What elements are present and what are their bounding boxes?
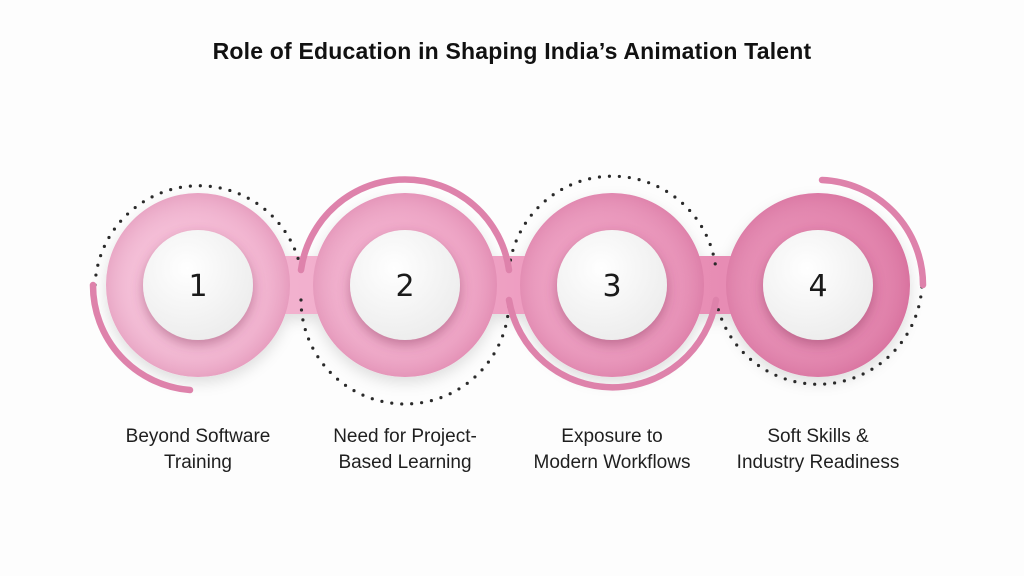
- step-number-3: 3: [602, 269, 621, 304]
- step-node-4: 4: [763, 230, 873, 340]
- dotted-arc-4: [714, 283, 924, 386]
- dotted-arc-1: [93, 184, 303, 287]
- step-node-3: 3: [557, 230, 667, 340]
- step-label-3-line2: Modern Workflows: [533, 452, 691, 473]
- step-label-2-line1: Need for Project-: [333, 426, 477, 447]
- step-number-2: 2: [395, 269, 414, 304]
- dotted-arcs: [93, 174, 924, 406]
- step-label-1-line2: Training: [164, 452, 232, 473]
- step-label-4-line2: Industry Readiness: [736, 452, 900, 473]
- accent-arc-3: [505, 296, 720, 391]
- step-label-4: Soft Skills & Industry Readiness: [713, 424, 923, 476]
- dotted-arc-2: [299, 298, 511, 406]
- accent-arcs: [89, 176, 927, 394]
- step-number-1: 1: [188, 269, 207, 304]
- step-label-4-line1: Soft Skills &: [767, 426, 869, 447]
- step-label-3-line1: Exposure to: [561, 426, 663, 447]
- step-label-2-line2: Based Learning: [338, 452, 472, 473]
- step-node-1: 1: [143, 230, 253, 340]
- step-label-1-line1: Beyond Software: [125, 426, 271, 447]
- accent-arc-1: [89, 281, 194, 394]
- step-label-1: Beyond Software Training: [93, 424, 303, 476]
- dotted-arc-3: [507, 174, 718, 272]
- step-node-2: 2: [350, 230, 460, 340]
- step-label-3: Exposure to Modern Workflows: [507, 424, 717, 476]
- page-title: Role of Education in Shaping India’s Ani…: [212, 38, 812, 64]
- accent-arc-4: [818, 176, 927, 289]
- step-number-4: 4: [808, 269, 827, 304]
- step-label-2: Need for Project- Based Learning: [300, 424, 510, 476]
- step-nodes: 1 2 3 4: [143, 230, 873, 340]
- accent-arc-2: [297, 176, 513, 274]
